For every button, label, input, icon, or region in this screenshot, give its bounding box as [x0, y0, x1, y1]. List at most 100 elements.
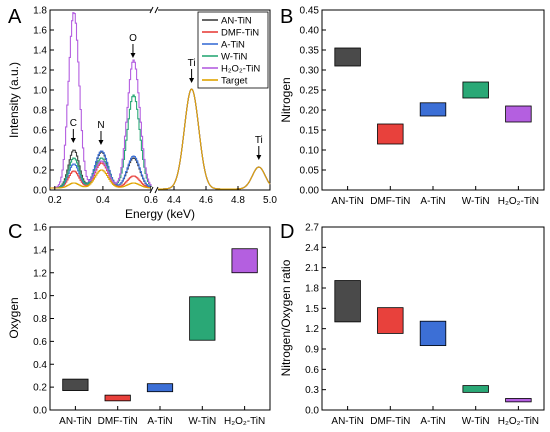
- panel-label-a: A: [8, 6, 22, 28]
- panel-a-ytick-label: 1.6: [33, 26, 47, 37]
- panel-d-ytick-label: 0.6: [305, 365, 319, 376]
- panel-c-xtick-label: W-TiN: [188, 416, 216, 427]
- panel-d-bar: [377, 307, 404, 334]
- panel-a-legend-label: AN-TiN: [221, 16, 252, 27]
- panel-d-xtick-label: H₂O₂-TiN: [498, 416, 539, 427]
- panel-a-axis-break-mark: [154, 6, 159, 14]
- panel-b-ytick-label: 0.45: [300, 6, 320, 17]
- panel-d-bar: [334, 280, 361, 323]
- panel-b-ytick-label: 0.15: [300, 126, 320, 137]
- panel-c-bar: [62, 378, 89, 391]
- panel-a-axis-break-mark: [149, 6, 154, 14]
- panel-a-ytick-label: 1.2: [33, 66, 47, 77]
- panel-a-xtick-label: 0.6: [144, 195, 158, 206]
- panel-d-ytick-label: 0.0: [305, 406, 319, 417]
- panel-c-ytick-label: 1.0: [33, 291, 47, 302]
- panel-b-xtick-label: A-TiN: [420, 196, 445, 207]
- panel-b-xtick-label: H₂O₂-TiN: [498, 196, 539, 207]
- panel-a-xtick-label: 5.0: [263, 195, 277, 206]
- panel-a-ytick-label: 0.4: [33, 146, 47, 157]
- panel-a-series-line: [158, 88, 271, 190]
- panel-b-xtick-label: W-TiN: [462, 196, 490, 207]
- panel-a-legend-box: [197, 11, 269, 89]
- panel-a-legend-label: W-TiN: [221, 52, 248, 63]
- panel-c-bar: [146, 383, 174, 393]
- panel-label-b: B: [280, 6, 293, 28]
- panel-c-bar: [231, 248, 258, 274]
- panel-a-series-line: [50, 149, 152, 189]
- panel-b-ytick-label: 0.10: [300, 146, 320, 157]
- panel-a-xlabel: Energy (keV): [125, 207, 195, 221]
- panel-a-ytick-label: 0.8: [33, 106, 47, 117]
- panel-a-xtick-label: 4.4: [167, 195, 181, 206]
- panel-a-ytick-label: 1.4: [33, 46, 47, 57]
- panel-b-ytick-label: 0.30: [300, 66, 320, 77]
- panel-a-ytick-label: 1.8: [33, 6, 47, 17]
- panel-a-series-line: [50, 150, 152, 189]
- panel-a-series-line: [50, 94, 152, 189]
- panel-b-bar: [334, 47, 361, 67]
- panel-a-xtick-label: 0.2: [48, 195, 62, 206]
- panel-b: Nitrogen 0.00 0.05 0.10 0.15 0.20 0.25 0.30 0.3…: [279, 6, 545, 207]
- panel-c: Oxygen 0.0 0.2 0.4 0.6 0.8 1.0 1.2 1.4 1.6 AN-TiN…: [7, 223, 271, 427]
- panel-b-bar: [462, 81, 489, 99]
- panel-a-annotation-arrowhead: [98, 140, 104, 145]
- panel-d-ytick-label: 0.3: [305, 385, 319, 396]
- panel-c-xtick-label: AN-TiN: [59, 416, 91, 427]
- panel-d-ytick-label: 1.2: [305, 324, 319, 335]
- panel-a-annotation-arrowhead: [189, 78, 195, 83]
- panel-a-xtick-label: 4.8: [231, 195, 245, 206]
- panel-d-ytick-label: 2.7: [305, 223, 319, 234]
- panel-a-series-line: [50, 12, 152, 189]
- panel-b-ytick-label: 0.35: [300, 46, 320, 57]
- panel-a-axis-break-mark: [154, 186, 159, 194]
- panel-c-ytick-label: 1.2: [33, 268, 47, 279]
- panel-c-ytick-label: 0.2: [33, 383, 47, 394]
- panel-c-xtick-label: H₂O₂-TiN: [224, 416, 265, 427]
- panel-a-legend-label: H₂O₂-TiN: [221, 64, 260, 75]
- panel-a-series-line: [50, 162, 152, 189]
- panel-c-xtick-label: A-TiN: [147, 416, 172, 427]
- panel-c-ytick-label: 0.4: [33, 360, 47, 371]
- panel-b-ytick-label: 0.25: [300, 86, 320, 97]
- panel-a-annotation-arrowhead: [130, 53, 136, 58]
- panel-d-xtick-label: A-TiN: [420, 416, 445, 427]
- panel-a-ytick-label: 0.2: [33, 166, 47, 177]
- panel-c-ylabel: Oxygen: [7, 297, 21, 338]
- panel-b-bar: [377, 123, 404, 145]
- panel-d-bar: [462, 385, 489, 393]
- panel-b-ytick-label: 0.00: [300, 186, 320, 197]
- panel-a-axes: 0.00.20.40.60.81.01.21.41.61.80.2 0.4 0.6 4…: [33, 6, 277, 207]
- panel-b-ytick-label: 0.40: [300, 26, 320, 37]
- panel-a-annotation-label: O: [129, 33, 137, 44]
- panel-d-xtick-label: AN-TiN: [331, 416, 363, 427]
- panel-b-xtick-label: AN-TiN: [331, 196, 363, 207]
- panel-d: Nitrogen/Oxygen ratio 0.0 0.3 0.6 0.9 1.2 1.5…: [279, 223, 545, 427]
- panel-a: 0.00.20.40.60.81.01.21.41.61.80.2 0.4 0.6 4…: [7, 6, 277, 222]
- panel-d-bar: [419, 320, 447, 347]
- panel-c-bar: [104, 394, 131, 402]
- panel-d-xtick-label: DMF-TiN: [370, 416, 410, 427]
- panel-d-ylabel: Nitrogen/Oxygen ratio: [279, 259, 293, 376]
- panel-a-legend-label: Target: [221, 76, 248, 87]
- panel-a-ytick-label: 1.0: [33, 86, 47, 97]
- panel-d-bar: [505, 398, 532, 403]
- panel-b-bar: [505, 105, 532, 123]
- panel-a-annotation-label: Ti: [188, 58, 196, 69]
- panel-a-legend-label: A-TiN: [221, 40, 245, 51]
- panel-c-ytick-label: 0.8: [33, 314, 47, 325]
- panel-a-series-line: [50, 169, 151, 189]
- panel-d-ytick-label: 2.1: [305, 263, 319, 274]
- panel-b-bar: [419, 102, 447, 117]
- panel-a-annotation-arrowhead: [70, 138, 76, 143]
- panel-a-ytick-label: 0.0: [33, 186, 47, 197]
- panel-a-annotation-label: N: [97, 120, 104, 131]
- panel-a-plot-frame: [49, 9, 271, 191]
- panel-b-ytick-label: 0.05: [300, 166, 320, 177]
- panel-d-xtick-label: W-TiN: [462, 416, 490, 427]
- panel-a-annotation-label: Ti: [255, 135, 263, 146]
- panel-label-c: C: [8, 221, 22, 243]
- panel-c-ytick-label: 1.4: [33, 245, 47, 256]
